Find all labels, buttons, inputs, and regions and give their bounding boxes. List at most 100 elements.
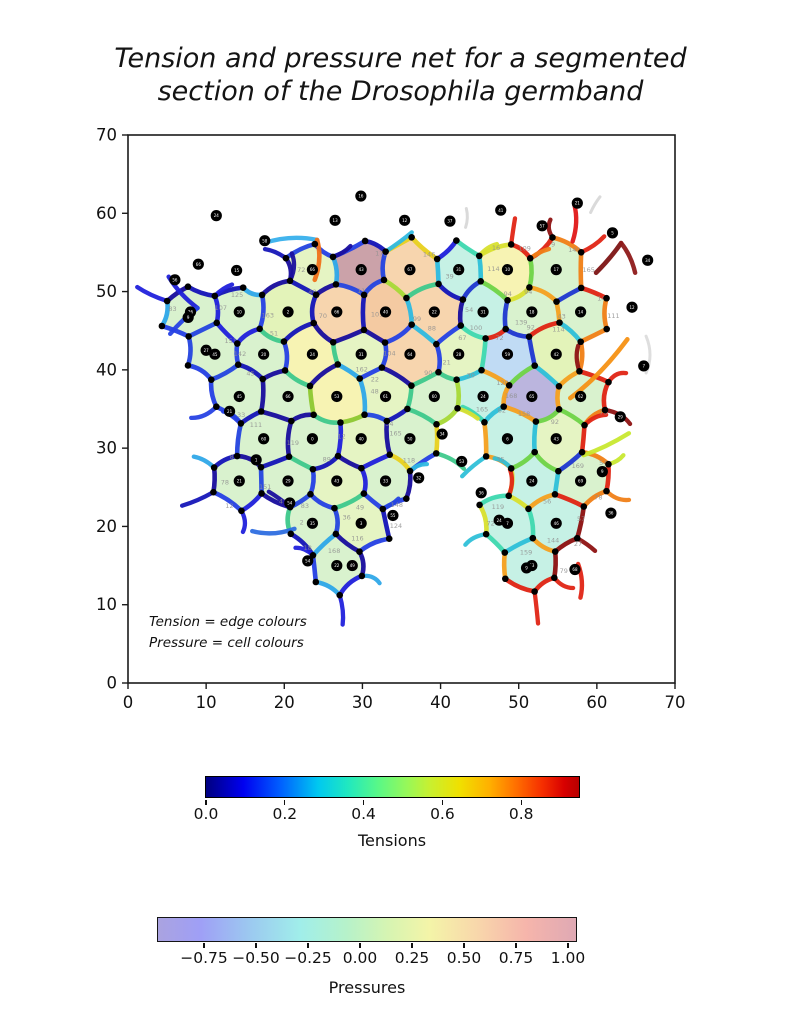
cell-id-label: 43 [334, 479, 340, 484]
vertex-dot [408, 233, 415, 241]
cell-center-dot [404, 348, 416, 360]
vertex-dot [404, 405, 411, 413]
cell-id-label: 20 [261, 352, 267, 357]
vertices-layer [158, 233, 612, 599]
vertex-dot [408, 382, 415, 390]
vertex-dot [507, 241, 515, 248]
y-tick-label: 30 [96, 439, 117, 458]
edge-id-label: 12 [337, 432, 345, 440]
edge-id-label: 67 [458, 334, 466, 342]
vertex-dot [454, 405, 461, 412]
pressure-tick-mark [307, 943, 309, 948]
edge-id-label: 45 [246, 369, 254, 377]
vertex-dot [433, 421, 440, 428]
y-tick-label: 60 [96, 204, 117, 223]
cell-center-dot [571, 197, 583, 209]
edge-id-label: 41 [279, 498, 287, 506]
edge-id-label: 90 [424, 369, 432, 377]
edge-id-label: 48 [371, 388, 379, 396]
cell-id-label: 3 [360, 521, 363, 526]
cell-id-label: 53 [334, 394, 340, 399]
edge-id-label: 70 [319, 312, 327, 320]
cell-id-label: 53 [529, 563, 535, 568]
cell-id-label: 67 [407, 267, 413, 272]
cell-id-label: 69 [578, 479, 584, 484]
tension-edge [360, 292, 367, 333]
cell-center-dot [379, 306, 392, 318]
pressure-tick-mark [203, 943, 205, 948]
extra-stroke [593, 240, 624, 276]
tension-edge [531, 419, 539, 455]
vertex-dot [603, 325, 611, 333]
edge-id-label: 101 [371, 311, 383, 319]
edge-id-label: 54 [599, 459, 607, 467]
vertex-dot [532, 418, 540, 425]
pressure-tick-mark [515, 943, 517, 948]
cell-id-label: 62 [578, 394, 584, 399]
edge-id-label: 114 [552, 326, 564, 334]
vertex-dot [207, 376, 215, 383]
pressures-colorbar-gradient [157, 917, 577, 942]
edge-id-label: 12 [225, 502, 233, 510]
cell-id-label: 12 [402, 218, 408, 223]
pressure-tick-mark [463, 943, 465, 948]
vertex-dot [210, 464, 218, 471]
cell-center-dot [575, 306, 587, 318]
tension-whisker [179, 490, 216, 508]
cell-center-dot [306, 517, 319, 529]
tension-edge [185, 334, 193, 368]
vertex-dot [603, 294, 610, 302]
vertex-dot [258, 291, 266, 299]
vertex-dot [337, 419, 344, 426]
cell-center-dot [331, 390, 343, 403]
cell-id-label: 1 [255, 457, 258, 462]
edge-id-label: 124 [390, 522, 402, 530]
vertex-dot [360, 326, 368, 334]
edge-id-label: 165 [583, 266, 595, 274]
cell-id-label: 61 [383, 394, 389, 399]
vertex-dot [334, 452, 342, 460]
cell-center-dot [231, 264, 243, 277]
cell-id-label: 5 [611, 230, 614, 235]
edge-id-label: 57 [577, 515, 585, 523]
cell-center-dot [355, 190, 367, 202]
edge-id-label: 78 [594, 494, 602, 502]
x-tick-label: 50 [508, 693, 529, 712]
edge-id-label: 36 [342, 514, 350, 522]
vertex-dot [555, 383, 563, 390]
cell-center-dot [331, 306, 343, 318]
vertex-dot [433, 255, 441, 263]
tension-whisker [579, 234, 607, 255]
tension-tick-label: 0.6 [430, 805, 455, 823]
edge-id-label: 146 [423, 251, 435, 259]
edge-id-label: 125 [231, 291, 243, 299]
tension-tick-label: 0.0 [193, 805, 219, 823]
vertex-dot [553, 298, 560, 305]
vertex-dot [403, 294, 410, 302]
cell-center-dot [575, 475, 587, 487]
vertex-dot [555, 467, 562, 475]
vertex-dot [505, 382, 513, 389]
vertex-dot [529, 534, 537, 542]
cell-id-label: 66 [196, 262, 202, 267]
vertex-dot [286, 277, 294, 285]
edge-id-label: 56 [543, 497, 551, 505]
tension-edge [433, 422, 440, 456]
vertex-dot [211, 292, 219, 300]
vertex-dot [408, 321, 415, 328]
vertex-dot [281, 367, 289, 374]
extra-stroke [581, 431, 632, 458]
edge-id-label: 165 [389, 429, 401, 437]
edge-id-label: 163 [262, 311, 274, 319]
cell-id-label: 65 [529, 394, 535, 399]
vertex-dot [526, 255, 534, 262]
cell-id-label: 33 [383, 479, 389, 484]
vertex-dot [531, 448, 538, 456]
cell-id-label: 6 [506, 436, 509, 441]
cell-center-dot [605, 507, 617, 519]
vertex-dot [184, 362, 192, 369]
tensions-colorbar-gradient [205, 776, 580, 798]
vertex-dot [309, 465, 317, 473]
edge-id-label: 21 [442, 358, 450, 366]
vertex-dot [280, 338, 288, 345]
